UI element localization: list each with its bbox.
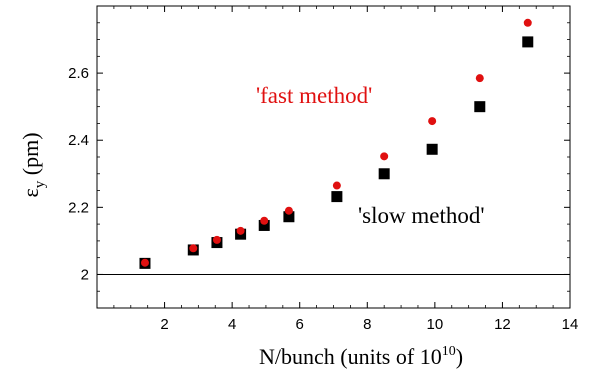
fast-method-point xyxy=(260,216,269,225)
fast-method-point xyxy=(284,206,293,215)
x-axis-title-exponent: 10 xyxy=(442,344,456,359)
series-layer xyxy=(139,18,534,269)
y-axis-title: εy (pm) xyxy=(18,132,48,197)
fast-method-point xyxy=(189,244,198,253)
fast-method-point xyxy=(140,258,149,267)
x-tick-label: 10 xyxy=(427,316,444,333)
x-tick-label: 14 xyxy=(562,316,579,333)
slow-method-point xyxy=(378,168,390,180)
x-tick-label: 2 xyxy=(160,316,168,333)
x-tick-label: 12 xyxy=(494,316,511,333)
annotation-fast-method: 'fast method' xyxy=(256,83,372,108)
fast-method-point xyxy=(332,181,341,190)
y-tick-label: 2.4 xyxy=(68,132,89,149)
fast-method-point xyxy=(236,226,245,235)
x-axis: 2 4 6 8 10 12 14 xyxy=(113,6,579,333)
annotation-slow-method: 'slow method' xyxy=(358,203,484,228)
x-tick-label: 6 xyxy=(296,316,304,333)
y-tick-label: 2 xyxy=(81,266,89,283)
slow-method-point xyxy=(258,219,270,231)
x-tick-label: 4 xyxy=(228,316,236,333)
fast-method-point xyxy=(428,117,437,126)
x-axis-title-text: N/bunch (units of 10 xyxy=(259,344,442,369)
y-axis-title-symbol: ε xyxy=(18,188,43,197)
x-axis-title-suffix: ) xyxy=(456,344,463,369)
slow-method-point xyxy=(283,211,295,223)
y-axis-title-subscript: y xyxy=(32,180,48,188)
y-axis: 2 2.2 2.4 2.6 xyxy=(68,22,570,292)
fast-method-point xyxy=(475,74,484,83)
y-tick-label: 2.2 xyxy=(68,199,89,216)
slow-method-point xyxy=(522,36,534,48)
y-tick-label: 2.6 xyxy=(68,65,89,82)
x-axis-title: N/bunch (units of 1010) xyxy=(259,344,463,369)
plot-border xyxy=(96,5,571,309)
fast-method-point xyxy=(212,235,221,244)
plot-frame xyxy=(96,5,571,309)
fast-method-point xyxy=(523,18,532,27)
fast-method-point xyxy=(380,152,389,161)
y-axis-title-unit: (pm) xyxy=(18,132,43,180)
slow-method-point xyxy=(331,191,343,203)
slow-method-point xyxy=(426,143,438,155)
x-tick-label: 8 xyxy=(363,316,371,333)
slow-method-point xyxy=(474,101,486,113)
